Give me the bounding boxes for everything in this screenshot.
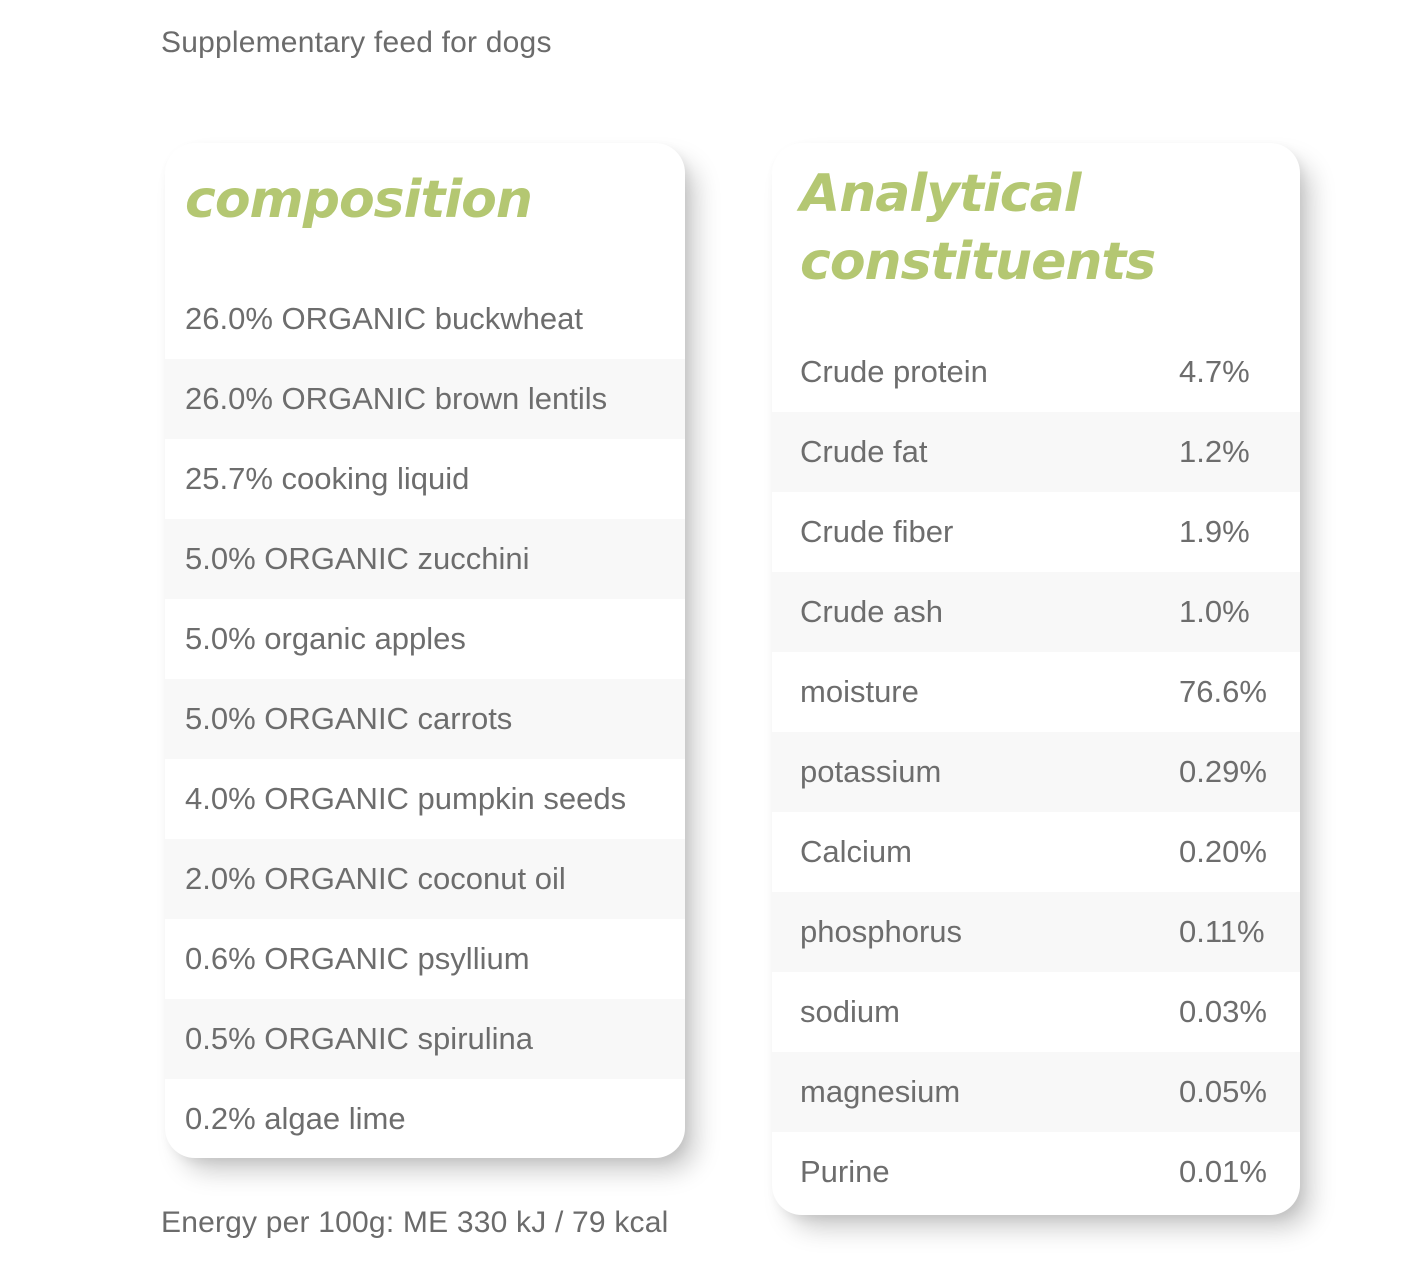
product-subtitle: Supplementary feed for dogs (161, 26, 552, 59)
row-value: 0.20% (1179, 834, 1267, 870)
table-row: potassium 0.29% (772, 732, 1300, 813)
row-label: Crude fiber (800, 514, 954, 550)
composition-card: composition 26.0% ORGANIC buckwheat 26.0%… (165, 143, 685, 1158)
list-item-text: 5.0% organic apples (185, 620, 466, 656)
table-row: sodium 0.03% (772, 972, 1300, 1052)
row-value: 1.2% (1179, 434, 1250, 470)
table-row: Calcium 0.20% (772, 812, 1300, 892)
row-label: magnesium (800, 1074, 961, 1110)
list-item-text: 0.5% ORGANIC spirulina (185, 1020, 534, 1056)
row-label: Crude protein (800, 354, 988, 390)
table-row: moisture 76.6% (772, 652, 1300, 732)
row-value: 1.9% (1179, 514, 1250, 550)
row-value: 0.29% (1179, 754, 1267, 790)
row-value: 0.01% (1179, 1154, 1267, 1190)
list-item-text: 2.0% ORGANIC coconut oil (185, 860, 566, 896)
list-item: 0.5% ORGANIC spirulina (165, 998, 685, 1079)
row-label: phosphorus (800, 914, 963, 950)
analytical-constituents-table: Crude protein 4.7% Crude fat 1.2% Crude fibe… (772, 332, 1300, 1212)
list-item-text: 26.0% ORGANIC buckwheat (185, 300, 584, 336)
row-value: 4.7% (1179, 354, 1250, 390)
list-item: 26.0% ORGANIC brown lentils (165, 358, 685, 439)
composition-title: composition (185, 170, 533, 230)
list-item: 26.0% ORGANIC buckwheat (165, 279, 685, 359)
list-item-text: 25.7% cooking liquid (185, 460, 470, 496)
list-item: 2.0% ORGANIC coconut oil (165, 838, 685, 919)
row-value: 0.05% (1179, 1074, 1267, 1110)
table-row: magnesium 0.05% (772, 1052, 1300, 1133)
analytical-constituents-card: Analytical constituents Crude protein 4.7… (772, 143, 1300, 1215)
list-item: 5.0% ORGANIC zucchini (165, 518, 685, 599)
list-item: 4.0% ORGANIC pumpkin seeds (165, 759, 685, 839)
list-item: 25.7% cooking liquid (165, 439, 685, 519)
table-row: Crude fiber 1.9% (772, 492, 1300, 572)
row-value: 0.11% (1179, 914, 1265, 950)
table-row: Crude ash 1.0% (772, 572, 1300, 653)
table-row: Crude fat 1.2% (772, 412, 1300, 493)
list-item-text: 0.6% ORGANIC psyllium (185, 940, 530, 976)
list-item-text: 4.0% ORGANIC pumpkin seeds (185, 780, 627, 816)
composition-list: 26.0% ORGANIC buckwheat 26.0% ORGANIC bro… (165, 279, 685, 1158)
row-label: Crude ash (800, 594, 944, 630)
row-value: 0.03% (1179, 994, 1267, 1030)
list-item-text: 5.0% ORGANIC zucchini (185, 540, 530, 576)
row-label: sodium (800, 994, 900, 1030)
table-row: Crude protein 4.7% (772, 332, 1300, 412)
list-item-text: 5.0% ORGANIC carrots (185, 700, 513, 736)
list-item: 5.0% organic apples (165, 599, 685, 679)
row-label: Purine (800, 1154, 890, 1190)
row-value: 1.0% (1179, 594, 1250, 630)
row-label: potassium (800, 754, 942, 790)
analytical-constituents-title: Analytical constituents (800, 164, 1156, 292)
list-item-text: 0.2% algae lime (185, 1100, 406, 1136)
list-item: 0.2% algae lime (165, 1079, 685, 1158)
row-label: Crude fat (800, 434, 928, 470)
list-item: 0.6% ORGANIC psyllium (165, 919, 685, 999)
list-item-text: 26.0% ORGANIC brown lentils (185, 380, 608, 416)
table-row: Purine 0.01% (772, 1132, 1300, 1212)
energy-note: Energy per 100g: ME 330 kJ / 79 kcal (161, 1206, 669, 1239)
list-item: 5.0% ORGANIC carrots (165, 678, 685, 759)
row-value: 76.6% (1179, 674, 1267, 710)
row-label: Calcium (800, 834, 912, 870)
table-row: phosphorus 0.11% (772, 892, 1300, 973)
row-label: moisture (800, 674, 919, 710)
